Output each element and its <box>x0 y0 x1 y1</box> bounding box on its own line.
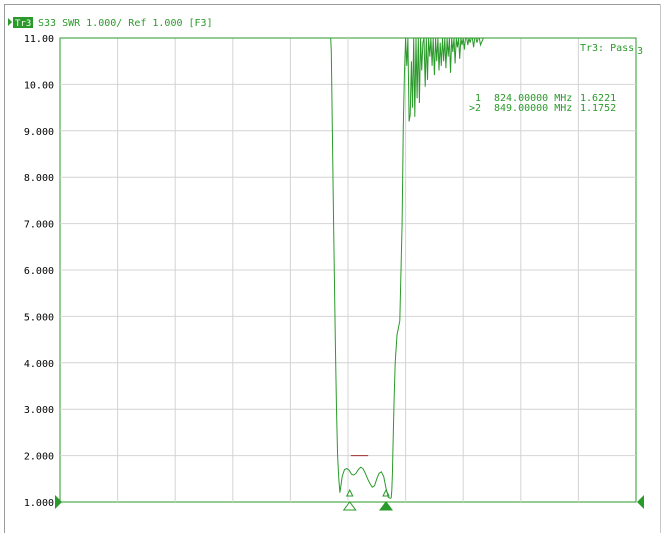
active-trace-arrow-icon[interactable] <box>8 18 12 26</box>
marker-2-value: 1.1752 <box>580 103 616 114</box>
y-tick-label: 1.000 <box>24 498 54 509</box>
trace-line <box>60 37 636 499</box>
marker-2-frequency: 849.00000 MHz <box>494 103 572 114</box>
y-tick-label: 10.00 <box>24 80 54 91</box>
y-tick-label: 11.00 <box>24 34 54 45</box>
marker-1-trace-pointer-icon <box>345 488 354 497</box>
marker-1-icon[interactable] <box>342 501 357 511</box>
marker-layer <box>342 488 394 511</box>
frame-right-border <box>660 4 661 533</box>
marker-2-label: >2 <box>469 103 481 114</box>
y-tick-label: 3.000 <box>24 405 54 416</box>
y-tick-label: 8.000 <box>24 173 54 184</box>
marker-1-frequency: 824.00000 MHz <box>494 93 572 104</box>
trace-badge[interactable]: Tr3 <box>15 19 31 29</box>
grid <box>60 38 636 502</box>
y-tick-label: 4.000 <box>24 359 54 370</box>
marker-table: 1 824.00000 MHz 1.6221 >2 849.00000 MHz … <box>469 93 616 114</box>
y-tick-label: 2.000 <box>24 452 54 463</box>
marker-2-icon[interactable] <box>379 501 394 511</box>
trace-info: S33 SWR 1.000/ Ref 1.000 [F3] <box>38 18 213 29</box>
marker-1-label: 1 <box>475 93 481 104</box>
pass-status: Tr3: Pass <box>580 43 634 54</box>
marker-1-value: 1.6221 <box>580 93 616 104</box>
y-tick-label: 5.000 <box>24 312 54 323</box>
y-tick-label: 6.000 <box>24 266 54 277</box>
ref-level-left-arrow-icon[interactable] <box>55 495 62 509</box>
ref-level-right-arrow-icon[interactable] <box>637 495 644 509</box>
y-tick-label: 7.000 <box>24 220 54 231</box>
marker-2-trace-pointer-icon <box>382 488 390 497</box>
trace-badge-bg[interactable] <box>13 17 33 28</box>
pass-status-channel: 3 <box>637 46 643 57</box>
frame-left-border <box>4 4 5 533</box>
frame-top-border <box>4 4 660 5</box>
y-axis: 11.00 10.00 9.000 8.000 7.000 6.000 5.000 4.000… <box>24 34 54 509</box>
y-tick-label: 9.000 <box>24 127 54 138</box>
